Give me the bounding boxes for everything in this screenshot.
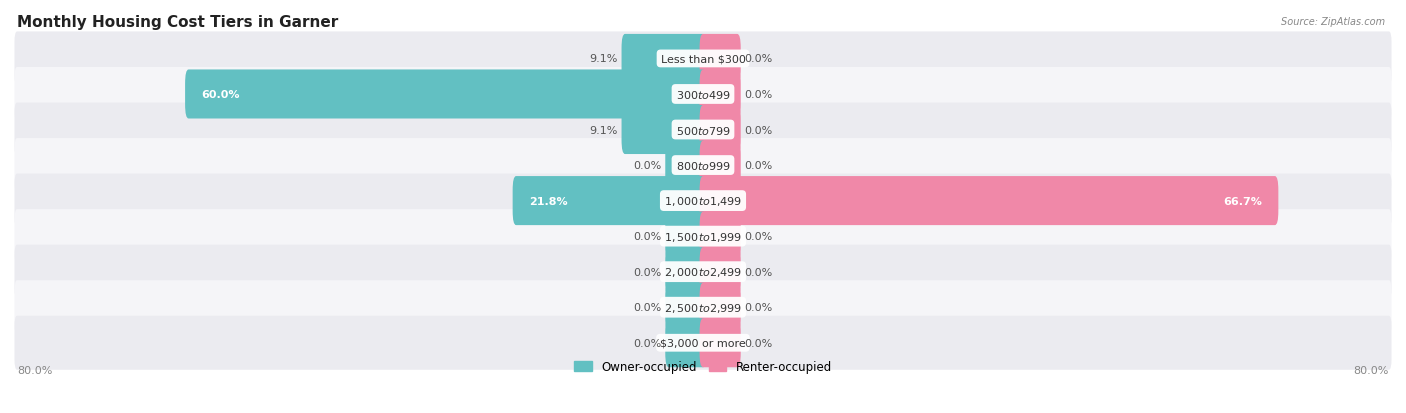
Text: $2,000 to $2,499: $2,000 to $2,499 (664, 266, 742, 278)
FancyBboxPatch shape (14, 245, 1392, 299)
FancyBboxPatch shape (14, 316, 1392, 370)
FancyBboxPatch shape (513, 177, 706, 225)
Text: Less than $300: Less than $300 (661, 54, 745, 64)
Text: 21.8%: 21.8% (529, 196, 568, 206)
Text: 0.0%: 0.0% (744, 90, 772, 100)
Text: 0.0%: 0.0% (744, 302, 772, 313)
Text: $3,000 or more: $3,000 or more (661, 338, 745, 348)
FancyBboxPatch shape (700, 212, 741, 261)
Text: 80.0%: 80.0% (1354, 365, 1389, 375)
FancyBboxPatch shape (700, 106, 741, 154)
Legend: Owner-occupied, Renter-occupied: Owner-occupied, Renter-occupied (569, 356, 837, 378)
FancyBboxPatch shape (14, 210, 1392, 263)
Text: 0.0%: 0.0% (744, 267, 772, 277)
Text: 0.0%: 0.0% (744, 54, 772, 64)
FancyBboxPatch shape (14, 174, 1392, 228)
FancyBboxPatch shape (665, 247, 706, 297)
Text: 0.0%: 0.0% (744, 338, 772, 348)
FancyBboxPatch shape (14, 280, 1392, 335)
FancyBboxPatch shape (665, 141, 706, 190)
FancyBboxPatch shape (186, 70, 706, 119)
Text: $1,000 to $1,499: $1,000 to $1,499 (664, 195, 742, 208)
FancyBboxPatch shape (14, 139, 1392, 192)
FancyBboxPatch shape (700, 247, 741, 297)
Text: 0.0%: 0.0% (634, 161, 662, 171)
Text: $1,500 to $1,999: $1,500 to $1,999 (664, 230, 742, 243)
Text: 9.1%: 9.1% (589, 54, 619, 64)
FancyBboxPatch shape (700, 283, 741, 332)
Text: Monthly Housing Cost Tiers in Garner: Monthly Housing Cost Tiers in Garner (17, 15, 339, 30)
Text: 66.7%: 66.7% (1223, 196, 1263, 206)
FancyBboxPatch shape (14, 68, 1392, 122)
FancyBboxPatch shape (14, 103, 1392, 157)
Text: 0.0%: 0.0% (634, 302, 662, 313)
FancyBboxPatch shape (700, 177, 1278, 225)
Text: $800 to $999: $800 to $999 (675, 160, 731, 172)
FancyBboxPatch shape (621, 35, 706, 84)
Text: 80.0%: 80.0% (17, 365, 52, 375)
Text: 0.0%: 0.0% (634, 267, 662, 277)
Text: 60.0%: 60.0% (201, 90, 240, 100)
Text: $2,500 to $2,999: $2,500 to $2,999 (664, 301, 742, 314)
Text: 0.0%: 0.0% (634, 338, 662, 348)
Text: 0.0%: 0.0% (744, 125, 772, 135)
FancyBboxPatch shape (14, 32, 1392, 86)
FancyBboxPatch shape (700, 70, 741, 119)
Text: 0.0%: 0.0% (744, 161, 772, 171)
FancyBboxPatch shape (665, 283, 706, 332)
Text: 0.0%: 0.0% (744, 232, 772, 242)
FancyBboxPatch shape (621, 106, 706, 154)
Text: $500 to $799: $500 to $799 (675, 124, 731, 136)
FancyBboxPatch shape (700, 35, 741, 84)
FancyBboxPatch shape (665, 318, 706, 368)
Text: Source: ZipAtlas.com: Source: ZipAtlas.com (1281, 17, 1385, 26)
FancyBboxPatch shape (665, 212, 706, 261)
Text: $300 to $499: $300 to $499 (675, 89, 731, 101)
Text: 9.1%: 9.1% (589, 125, 619, 135)
Text: 0.0%: 0.0% (634, 232, 662, 242)
FancyBboxPatch shape (700, 318, 741, 368)
FancyBboxPatch shape (700, 141, 741, 190)
